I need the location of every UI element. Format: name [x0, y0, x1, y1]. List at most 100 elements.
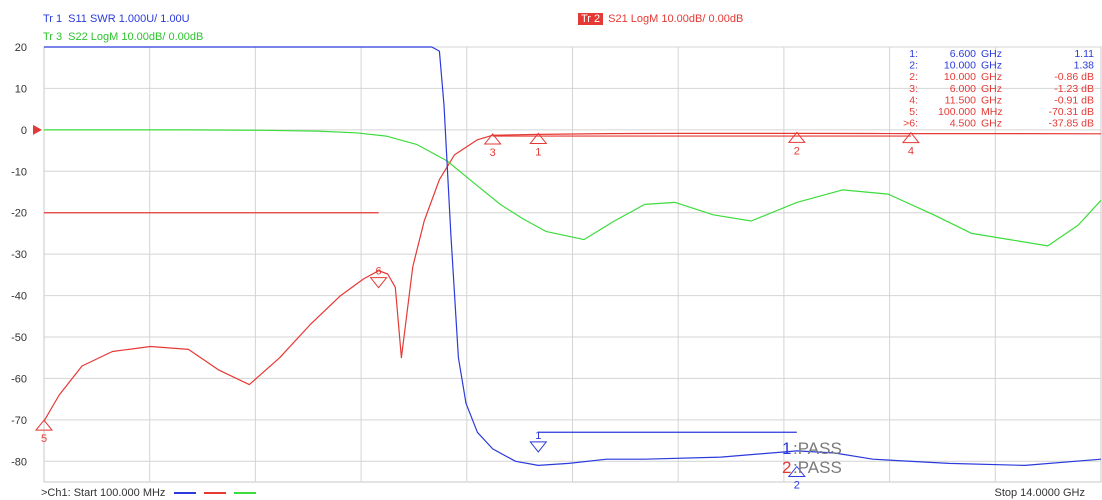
pass-status: :PASS [793, 458, 842, 477]
marker-table-number: 3: [909, 83, 918, 95]
marker-label: 2 [794, 145, 800, 157]
trace-1-label: Tr 1 [43, 13, 63, 25]
marker-triangle [529, 441, 548, 453]
marker-s21-1: 1 [529, 132, 548, 158]
marker-s21-6: 6 [369, 266, 388, 289]
marker-s21-5: 5 [34, 419, 54, 445]
trace-3-description: S22 LogM 10.00dB/ 0.00dB [68, 31, 204, 43]
marker-label: 2 [794, 480, 800, 492]
marker-table-frequency: 6.600 [950, 48, 976, 60]
marker-table-value: -37.85 dB [1048, 118, 1094, 130]
pass-trace-number: 2 [782, 458, 791, 477]
stop-frequency: Stop 14.0000 GHz [994, 487, 1085, 499]
marker-s21-3: 3 [483, 133, 502, 159]
pass-result-2: 2:PASS [782, 458, 842, 477]
trace-3-header[interactable]: Tr 3 S22 LogM 10.00dB/ 0.00dB [43, 31, 203, 44]
marker-table-number: 2: [909, 60, 918, 72]
marker-table-value: -0.86 dB [1054, 71, 1094, 83]
marker-table-number: >6: [903, 118, 918, 130]
y-tick-label: 20 [15, 42, 27, 54]
trace-1-description: S11 SWR 1.000U/ 1.00U [68, 13, 190, 25]
marker-table-row: 4: 11.500 GHz -0.91 dB [909, 94, 1094, 106]
start-frequency: >Ch1: Start 100.000 MHz [41, 487, 166, 499]
marker-table-unit: GHz [981, 71, 1002, 83]
marker-table-row: 5: 100.000 MHz -70.31 dB [909, 106, 1094, 118]
traces [43, 46, 1102, 466]
y-tick-label: -30 [11, 249, 27, 261]
marker-table-unit: GHz [981, 118, 1002, 130]
marker-table-row: 2: 10.000 GHz -0.86 dB [909, 71, 1094, 83]
marker-triangle [529, 132, 548, 144]
trace-2-header[interactable]: Tr 2 S21 LogM 10.00dB/ 0.00dB [578, 13, 743, 26]
marker-label: 1 [535, 146, 541, 158]
marker-triangle [34, 419, 54, 431]
trace-1-header[interactable]: Tr 1 S11 SWR 1.000U/ 1.00U [43, 13, 190, 26]
trace-s22-logm [44, 129, 1102, 247]
y-tick-label: -50 [11, 332, 27, 344]
marker-table-value: -70.31 dB [1048, 106, 1094, 118]
marker-label: 1 [535, 430, 541, 442]
y-tick-label: -40 [11, 291, 27, 303]
legend-swatch-s22 [233, 492, 256, 495]
trace-s11-swr [44, 46, 1102, 466]
marker-table-number: 1: [909, 48, 918, 60]
pass-result-1: 1:PASS [782, 439, 842, 458]
marker-triangle [787, 465, 806, 477]
trace-2-description: S21 LogM 10.00dB/ 0.00dB [608, 13, 744, 25]
marker-table-frequency: 11.500 [945, 94, 976, 106]
marker-table-frequency: 4.500 [950, 118, 976, 130]
marker-table-number: 4: [909, 94, 918, 106]
marker-triangle [787, 131, 806, 143]
marker-s11-1: 1 [529, 430, 548, 453]
marker-table-row: >6: 4.500 GHz -37.85 dB [903, 118, 1094, 130]
marker-table-value: -0.91 dB [1054, 94, 1094, 106]
legend-swatch-s11 [173, 492, 196, 495]
marker-table: 1: 6.600 GHz 1.11 2: 10.000 GHz 1.38 2: 10.000 GHz… [903, 48, 1094, 130]
marker-table-number: 2: [909, 71, 918, 83]
trace-s21-logm [43, 132, 1102, 422]
y-tick-label: -10 [11, 166, 27, 178]
marker-label: 3 [490, 147, 496, 159]
y-tick-label: -70 [11, 415, 27, 427]
marker-table-row: 3: 6.000 GHz -1.23 dB [909, 83, 1094, 95]
y-tick-label: 10 [15, 83, 27, 95]
marker-table-number: 5: [909, 106, 918, 118]
y-tick-label: -20 [11, 208, 27, 220]
marker-s21-4: 4 [901, 131, 920, 158]
marker-table-unit: GHz [981, 83, 1002, 95]
y-tick-labels: 20 10 0 -10 -20 -30 -40 -50 -60 -70 -80 [11, 42, 27, 468]
marker-table-value: 1.11 [1074, 48, 1094, 60]
marker-table-frequency: 10.000 [944, 60, 976, 72]
marker-table-value: -1.23 dB [1054, 83, 1094, 95]
marker-table-unit: GHz [981, 94, 1002, 106]
marker-s11-2: 2 [787, 465, 806, 492]
footer-stop: Stop 14.0000 GHz [994, 487, 1085, 499]
y-tick-label: 0 [21, 125, 27, 137]
marker-table-unit: GHz [981, 48, 1002, 60]
marker-label: 5 [41, 433, 47, 445]
marker-label: 6 [376, 266, 382, 278]
marker-label: 4 [908, 146, 914, 158]
marker-table-unit: MHz [981, 106, 1003, 118]
legend-swatch-s21 [203, 492, 226, 495]
marker-table-row: 1: 6.600 GHz 1.11 [909, 48, 1094, 60]
marker-s21-2: 2 [787, 131, 806, 157]
marker-triangle [483, 133, 502, 145]
pass-trace-number: 1 [782, 439, 791, 458]
trace-3-label: Tr 3 [43, 31, 63, 43]
reference-level-arrow [33, 124, 42, 135]
footer-start: >Ch1: Start 100.000 MHz [41, 487, 256, 499]
y-tick-label: -80 [11, 456, 27, 468]
marker-table-frequency: 10.000 [944, 71, 976, 83]
pass-status: :PASS [793, 439, 842, 458]
marker-table-unit: GHz [981, 60, 1002, 72]
marker-triangle [901, 131, 920, 144]
trace-2-label: Tr 2 [578, 13, 604, 25]
marker-table-frequency: 6.000 [950, 83, 976, 95]
y-tick-label: -60 [11, 373, 27, 385]
marker-table-value: 1.38 [1074, 60, 1095, 72]
